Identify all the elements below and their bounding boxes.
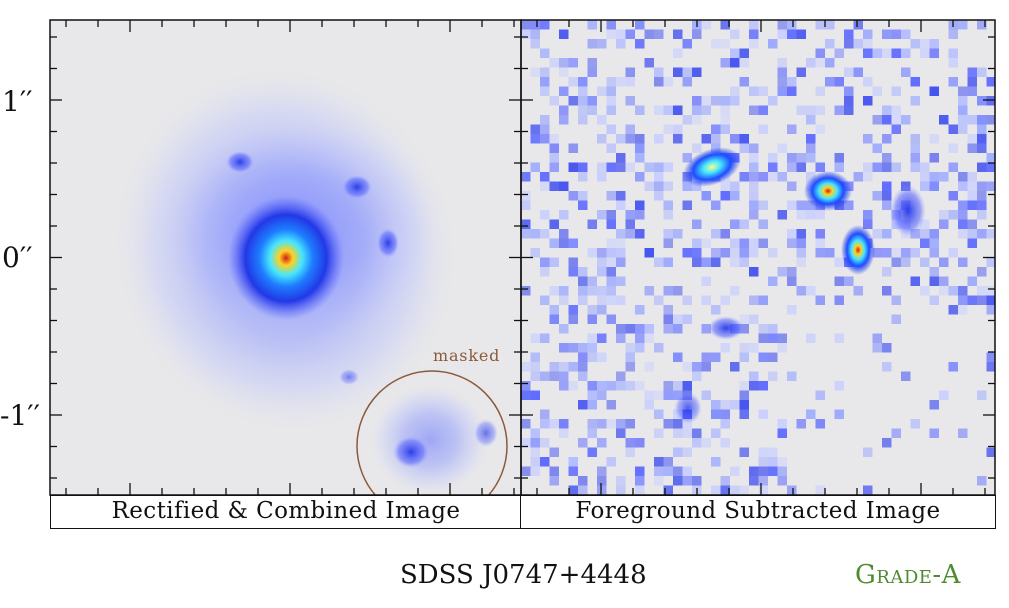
y-tick-label-0: 0′′: [2, 241, 33, 274]
mask-label: masked: [433, 346, 501, 365]
y-tick-label-1: 1′′: [2, 85, 33, 118]
left-panel-caption: Rectified & Combined Image: [50, 495, 522, 529]
right-panel-image: [521, 20, 995, 495]
right-panel-caption: Foreground Subtracted Image: [520, 495, 996, 529]
y-tick-label-minus-1: -1′′: [0, 399, 40, 432]
left-panel-image: [50, 20, 521, 495]
grade-label: Grade-A: [855, 560, 961, 590]
axis-ticks: [50, 20, 995, 495]
object-name: SDSS J0747+4448: [400, 560, 647, 590]
mask-circle: [356, 370, 508, 495]
